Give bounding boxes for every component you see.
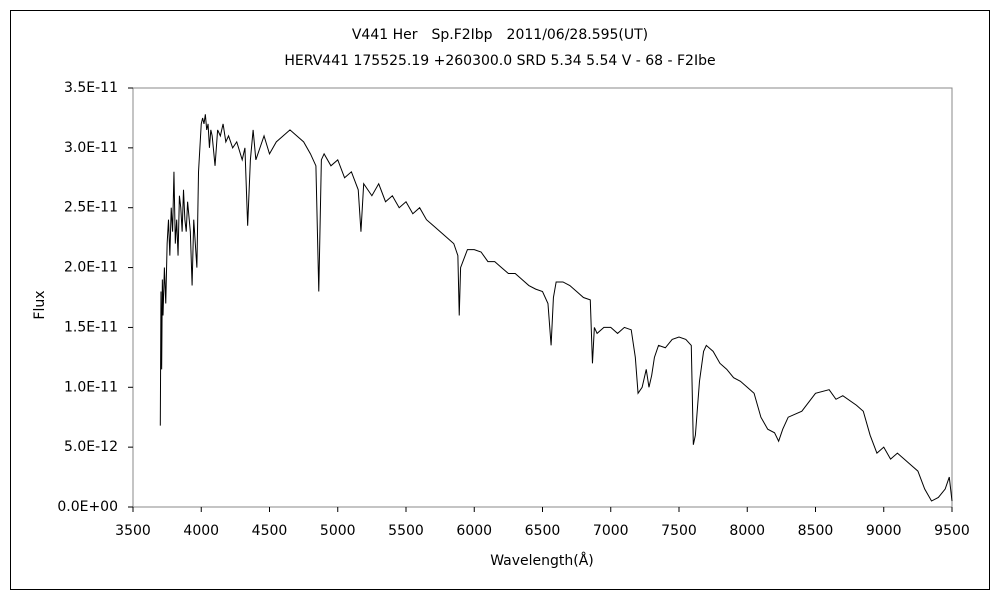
x-tick-label: 4500 <box>252 523 288 539</box>
x-tick-label: 9500 <box>934 523 970 539</box>
x-tick-label: 3500 <box>115 523 151 539</box>
x-tick-label: 4000 <box>183 523 219 539</box>
chart-frame <box>10 10 990 590</box>
y-tick-label: 5.0E-12 <box>64 439 118 455</box>
y-tick-label: 2.0E-11 <box>64 260 118 276</box>
y-tick-label: 1.0E-11 <box>64 379 118 395</box>
x-tick-label: 8000 <box>729 523 765 539</box>
y-tick-label: 1.5E-11 <box>64 319 118 335</box>
x-tick-label: 7500 <box>661 523 697 539</box>
x-tick-label: 9000 <box>866 523 902 539</box>
x-tick-label: 6000 <box>456 523 492 539</box>
y-tick-label: 2.5E-11 <box>64 200 118 216</box>
x-axis-label: Wavelength(Å) <box>490 552 594 569</box>
y-tick-label: 0.0E+00 <box>57 499 118 515</box>
y-tick-label: 3.5E-11 <box>64 80 118 96</box>
chart-subtitle: HERV441 175525.19 +260300.0 SRD 5.34 5.5… <box>284 53 715 69</box>
x-tick-label: 7000 <box>593 523 629 539</box>
x-tick-label: 8500 <box>798 523 834 539</box>
y-tick-label: 3.0E-11 <box>64 140 118 156</box>
y-axis-label: Flux <box>32 290 48 319</box>
chart-title: V441 Her Sp.F2Ibp 2011/06/28.595(UT) <box>352 27 648 43</box>
spectrum-line <box>159 114 953 502</box>
x-tick-label: 5000 <box>320 523 356 539</box>
x-tick-label: 6500 <box>525 523 561 539</box>
x-tick-label: 5500 <box>388 523 424 539</box>
